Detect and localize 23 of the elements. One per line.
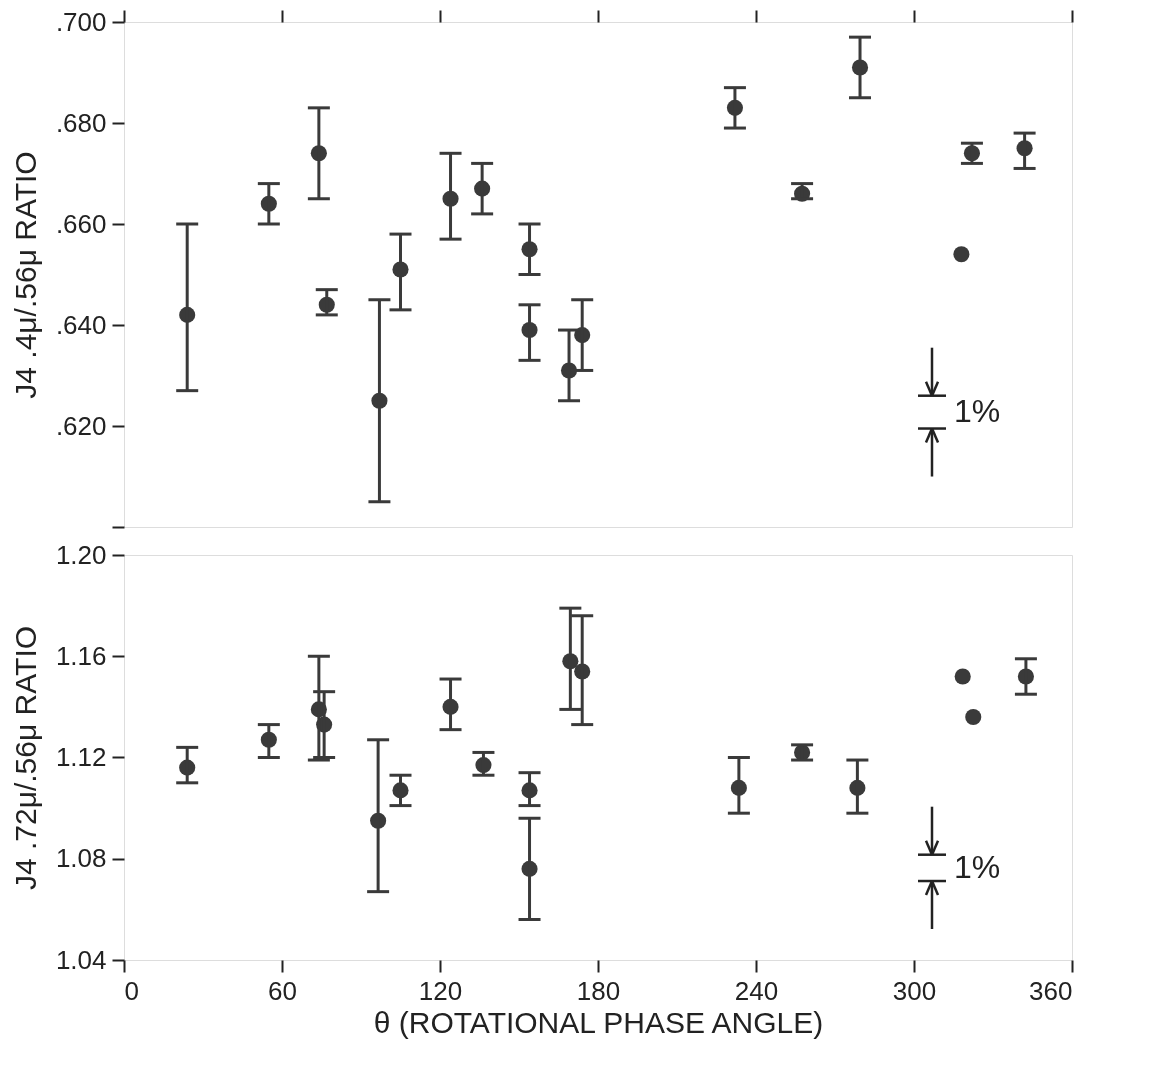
point (953, 246, 970, 263)
y-tick-label: 1.16 (55, 640, 107, 671)
y-axis-title: J4 .4μ/.56μ RATIO (8, 151, 42, 399)
y-tick-label: 1.12 (55, 742, 107, 772)
y-tick-label: 1.04 (55, 944, 107, 975)
y-tick-label: .620 (55, 410, 107, 441)
y-tick-label: 1.20 (55, 539, 107, 570)
y-tick-label: .680 (55, 107, 107, 138)
x-tick-label: 360 (1029, 975, 1073, 1006)
x-tick-label: 300 (892, 975, 937, 1006)
y-tick-label: 1.08 (55, 843, 107, 874)
x-tick-label: 60 (268, 975, 297, 1006)
x-tick-label: 120 (418, 975, 463, 1006)
x-tick-label: 240 (734, 975, 779, 1006)
y-tick-label: .640 (55, 309, 107, 340)
x-tick-label: 180 (576, 975, 621, 1006)
y-axis-title: J4 .72μ/.56μ RATIO (8, 625, 42, 891)
x-tick-label: 0 (124, 975, 139, 1006)
annotation: 1% (954, 393, 1001, 430)
y-tick-label: .660 (55, 208, 107, 239)
y-tick-label: .700 (55, 6, 107, 37)
x-axis-title: θ (ROTATIONAL PHASE ANGLE) (373, 1005, 824, 1039)
annotation: 1% (954, 848, 1001, 885)
